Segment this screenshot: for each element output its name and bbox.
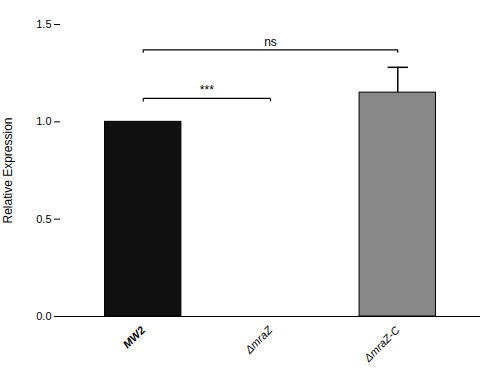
svg-text:1.0: 1.0 <box>36 115 51 127</box>
svg-text:ΔmraZ-C: ΔmraZ-C <box>361 324 402 365</box>
svg-text:***: *** <box>200 83 214 97</box>
svg-text:1.5: 1.5 <box>36 18 51 30</box>
svg-text:0.0: 0.0 <box>36 310 51 322</box>
svg-text:Relative Expression: Relative Expression <box>1 117 15 223</box>
svg-text:ΔmraZ: ΔmraZ <box>242 323 275 356</box>
svg-text:ns: ns <box>264 35 277 49</box>
svg-text:0.5: 0.5 <box>36 213 51 225</box>
svg-text:MW2: MW2 <box>120 324 147 351</box>
